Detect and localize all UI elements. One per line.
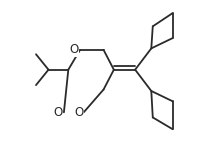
Text: O: O xyxy=(53,106,63,119)
Text: O: O xyxy=(70,43,79,56)
Text: O: O xyxy=(74,106,83,119)
